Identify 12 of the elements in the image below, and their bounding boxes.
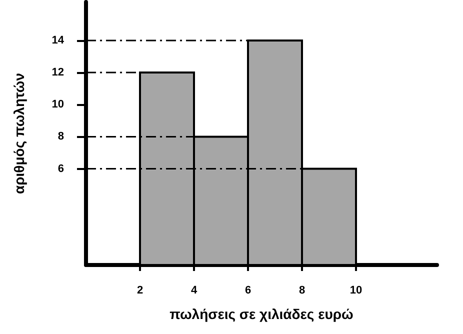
x-tick-label: 2 bbox=[136, 284, 144, 296]
y-tick-label: 6 bbox=[58, 162, 64, 175]
y-axis-title: αριθμός πωλητών bbox=[11, 72, 27, 194]
x-tick-label: 4 bbox=[190, 284, 198, 296]
x-tick-label: 10 bbox=[350, 284, 362, 296]
y-tick-label: 12 bbox=[52, 66, 64, 79]
y-tick-label: 14 bbox=[52, 34, 65, 46]
x-tick-label: 8 bbox=[298, 284, 306, 296]
x-axis-title: πωλήσεις σε χιλιάδες ευρώ bbox=[170, 306, 354, 322]
y-tick-label: 10 bbox=[52, 98, 64, 111]
y-tick-label: 8 bbox=[58, 130, 64, 143]
x-tick-label: 6 bbox=[244, 284, 252, 296]
